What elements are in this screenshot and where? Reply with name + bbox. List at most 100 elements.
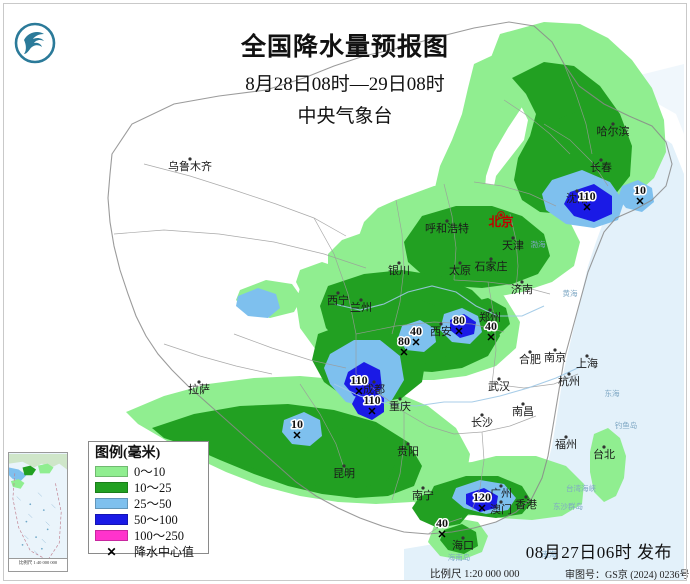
precip-center-x-icon: ✕ [354,386,363,398]
map-scale: 比例尺 1:20 000 000 [430,569,520,580]
south-china-sea-inset: 比例尺 1:40 000 000 [8,452,68,572]
city-marker: 长沙 [471,413,493,429]
issue-time: 08月27日06时 发布 [525,543,672,562]
precip-center-x-icon: ✕ [399,347,408,359]
precip-center-value: 110 [578,189,595,203]
city-marker: 北京 [488,211,514,229]
city-label: 南京 [544,350,566,364]
city-label: 西宁 [327,293,349,307]
city-label: 哈尔滨 [597,124,630,138]
legend-swatch [95,498,128,510]
city-label: 西安 [430,324,452,338]
precip-center-x-icon: ✕ [635,196,644,208]
svg-text:110: 110 [363,393,380,407]
city-marker: 香港 [515,495,537,511]
legend-center-marker-row: ✕ 降水中心值 [95,544,203,559]
city-label: 南宁 [412,488,434,502]
precip-center-x-icon: ✕ [411,337,420,349]
city-label: 银川 [388,263,410,277]
precip-center-x-icon: ✕ [454,326,463,338]
svg-text:10: 10 [291,417,303,431]
city-marker: 成都 [363,380,385,396]
city-marker: 澳门 [490,500,512,516]
city-marker: 南宁 [412,486,434,502]
city-label: 香港 [515,498,537,511]
city-label: 澳门 [490,502,512,516]
city-label: 呼和浩特 [425,221,469,235]
city-marker: 长春 [590,158,612,174]
precip-center-x-icon: ✕ [437,529,446,541]
sea-label: 钓鱼岛 [615,420,638,430]
precip-center-value: 40 [410,324,422,338]
city-label: 天津 [502,239,524,252]
legend-label: 10～25 [134,480,172,495]
forecast-period: 8月28日08时—29日08时 [245,73,445,95]
svg-text:80: 80 [398,334,410,348]
city-marker: 台北 [593,445,615,461]
city-marker: 拉萨 [188,380,210,396]
city-marker: 重庆 [389,397,411,413]
city-marker: 天津 [502,236,524,252]
city-label: 郑州 [479,310,501,324]
city-label: 上海 [576,356,598,370]
legend-label: 25～50 [134,496,172,511]
city-marker: 海口 [452,536,474,552]
svg-text:110: 110 [578,189,595,203]
legend-title: 图例(毫米) [95,446,161,461]
sea-label: 东沙群岛 [553,501,583,511]
city-marker: 贵阳 [397,442,419,458]
city-label: 长春 [590,161,612,174]
rivers [333,285,583,407]
inset-caption: 比例尺 1:40 000 000 [9,558,67,571]
city-marker: 杭州 [558,372,580,388]
city-marker: 西安 [430,322,452,338]
svg-text:40: 40 [436,516,448,530]
sea-label: 海南岛 [448,552,471,562]
precip-center-value: 120 [473,490,491,504]
svg-text:80: 80 [453,313,465,327]
city-marker: 乌鲁木齐 [168,157,212,173]
legend-swatch [95,466,128,478]
svg-text:40: 40 [485,319,497,333]
legend-row: 10～25 [95,480,203,495]
legend-swatch [95,514,128,526]
city-label: 昆明 [333,467,355,480]
map-approval-no: 审图号：GS京 (2024) 0236号 [565,570,690,581]
city-label: 太原 [449,264,471,277]
city-marker: 南昌 [512,402,534,418]
city-label: 济南 [511,282,533,296]
legend-label: 100～250 [134,528,185,543]
legend-row: 25～50 [95,496,203,511]
sea-label: 南海 [542,549,557,559]
legend-label: 50～100 [134,512,178,527]
precip-center-x-icon: ✕ [292,430,301,442]
precip-center-x-icon: ✕ [477,503,486,515]
legend-row: 0～10 [95,464,203,479]
city-label: 沈阳 [566,191,588,205]
precip-band-50-100 [344,184,612,512]
city-marker: 郑州 [479,308,501,324]
city-label: 杭州 [558,374,580,388]
precip-center-value: 10 [634,183,646,197]
sea-label: 台湾海峡 [566,483,596,493]
city-label: 兰州 [350,301,372,314]
city-label: 成都 [363,383,385,396]
city-label: 合肥 [519,352,541,366]
legend-swatch [95,530,128,542]
svg-text:10: 10 [634,183,646,197]
city-label: 广州 [490,487,512,500]
precip-center-icon: ✕ [106,544,117,559]
precip-center-value: 40 [485,319,497,333]
svg-text:40: 40 [410,324,422,338]
city-label: 拉萨 [188,382,210,396]
legend-swatch [95,482,128,494]
city-label: 重庆 [389,399,411,413]
